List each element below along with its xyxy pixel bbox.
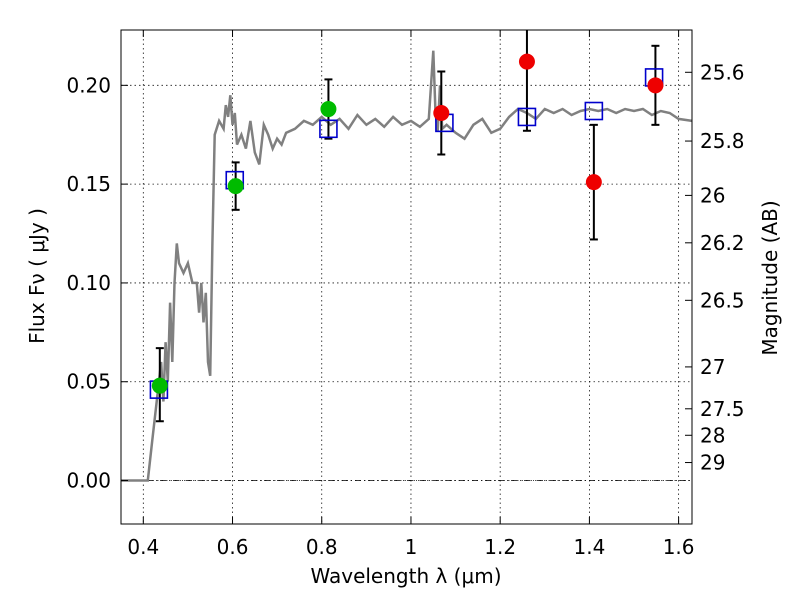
x-tick-label-0: 0.4	[127, 535, 159, 559]
magnitude-tick-label-6: 27.5	[700, 397, 745, 421]
y-axis-label: Flux Fν ( μJy )	[25, 208, 49, 344]
y-tick-label-4: 0.20	[66, 73, 111, 97]
magnitude-tick-label-3: 26.2	[700, 231, 745, 255]
magnitude-tick-label-7: 28	[700, 423, 725, 447]
observed-point-2-1	[518, 53, 535, 70]
observed-point-1-0	[151, 377, 168, 394]
model-photometry-square-4	[517, 107, 537, 127]
grid-lines	[121, 30, 692, 524]
y-tick-label-3: 0.15	[66, 172, 111, 196]
observed-point-1-2	[320, 101, 337, 118]
x-tick-label-4: 1.2	[484, 535, 516, 559]
model-sed-curve	[121, 50, 693, 482]
magnitude-tick-label-1: 25.8	[700, 129, 745, 153]
observed-photometry-markers	[151, 53, 664, 394]
magnitude-axis-ticks: 25.6 25.8 26 26.2 26.5 27 27.528 29	[685, 60, 745, 475]
x-tick-label-3: 1	[405, 535, 418, 559]
x-tick-label-5: 1.4	[573, 535, 605, 559]
plot-area	[121, 30, 693, 482]
x-tick-label-2: 0.8	[306, 535, 338, 559]
x-axis-label: Wavelength λ (μm)	[310, 564, 501, 588]
magnitude-tick-label-2: 26	[700, 183, 725, 207]
x-axis-ticks: 0.4 0.6 0.8 1 1.2 1.4 1.6	[127, 30, 695, 559]
observed-point-1-1	[227, 178, 244, 195]
magnitude-axis-label: Magnitude (AB)	[758, 200, 782, 355]
model-photometry-markers	[149, 68, 664, 399]
observed-point-2-0	[433, 104, 450, 121]
model-photometry-square-5	[584, 101, 604, 121]
magnitude-tick-label-4: 26.5	[700, 288, 745, 312]
y-tick-label-2: 0.10	[66, 271, 111, 295]
plot-frame	[120, 29, 693, 525]
y-axis-ticks: 0.00 0.05 0.10 0.15 0.20	[66, 73, 128, 493]
error-bars	[155, 30, 660, 423]
y-tick-label-1: 0.05	[66, 370, 111, 394]
x-tick-label-1: 0.6	[217, 535, 249, 559]
observed-point-2-2	[585, 174, 602, 191]
magnitude-tick-label-8: 29	[700, 451, 725, 475]
observed-point-2-3	[647, 77, 664, 94]
x-tick-label-6: 1.6	[663, 535, 695, 559]
magnitude-tick-label-5: 27	[700, 355, 725, 379]
model-photometry-square-2	[319, 119, 338, 139]
magnitude-tick-label-0: 25.6	[700, 60, 745, 84]
y-tick-label-0: 0.00	[66, 469, 111, 493]
